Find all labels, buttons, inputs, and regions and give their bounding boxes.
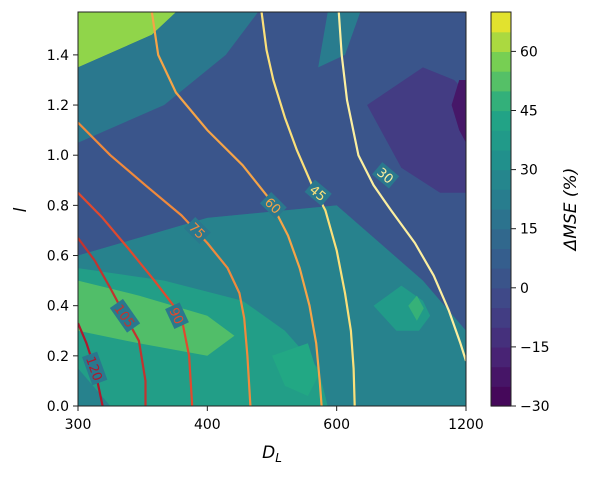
y-tick-label: 1.4 <box>47 48 69 64</box>
contour-label-background <box>109 298 141 333</box>
contour-fill-layer <box>78 12 466 406</box>
colorbar-label: ΔMSE (%) <box>561 168 581 253</box>
colorbar-tick-label: 45 <box>520 104 538 120</box>
colorbar-band <box>491 12 511 33</box>
colorbar-band <box>491 71 511 92</box>
colorbar-band <box>491 90 511 112</box>
contour-fill-region <box>272 343 319 396</box>
x-tick-label: 400 <box>194 417 221 433</box>
plot-frame <box>77 11 467 407</box>
y-axis-label: l <box>11 207 31 212</box>
colorbar-tick-label: −15 <box>520 340 550 356</box>
contour-label-background <box>82 351 108 386</box>
x-axis-label-main: D <box>262 443 275 463</box>
y-axis: 0.0 0.2 0.4 0.6 0.8 1.0 1.2 1.4 <box>47 48 78 415</box>
x-axis-label-subscript: L <box>275 451 282 465</box>
contour-fill-region <box>451 80 466 143</box>
y-tick-label: 0.6 <box>47 249 69 265</box>
colorbar-ticks: −30 −15 0 15 30 45 60 <box>511 44 550 415</box>
colorbar-tick-label: 60 <box>520 44 538 60</box>
contour-label-background <box>183 216 211 244</box>
contour-line-90 <box>78 192 194 406</box>
y-tick-label: 1.2 <box>47 98 69 114</box>
contour-fill-region <box>318 12 361 68</box>
contour-label-background <box>165 302 189 330</box>
contour-line-30 <box>337 12 466 362</box>
x-tick-label: 300 <box>65 417 92 433</box>
colorbar: −30 −15 0 15 30 45 60 ΔMSE (%) <box>490 11 581 415</box>
colorbar-band <box>491 51 511 72</box>
y-tick-label: 0.4 <box>47 299 69 315</box>
colorbar-band <box>491 248 511 269</box>
contour-line-75 <box>78 121 252 406</box>
contour-label-background <box>372 162 400 189</box>
colorbar-band <box>491 307 511 328</box>
y-tick-label: 0.2 <box>47 349 69 365</box>
x-tick-label: 1200 <box>448 417 484 433</box>
colorbar-band <box>491 287 511 309</box>
colorbar-band <box>491 327 511 348</box>
colorbar-tick-label: 15 <box>520 222 538 238</box>
contour-label-background <box>259 191 287 219</box>
contour-label-background <box>304 179 332 206</box>
y-tick-label: 0.0 <box>47 399 69 415</box>
colorbar-band <box>491 209 511 230</box>
colorbar-band <box>491 228 511 249</box>
x-axis-label: DL <box>262 443 282 465</box>
contour-fill-region <box>408 295 424 321</box>
colorbar-frame <box>490 11 512 407</box>
colorbar-tick-label: 0 <box>520 281 529 297</box>
x-tick-label: 600 <box>323 417 350 433</box>
colorbar-band <box>491 386 511 407</box>
colorbar-band <box>491 130 511 151</box>
colorbar-band <box>491 268 511 289</box>
colorbar-band <box>491 149 511 171</box>
colorbar-band <box>491 169 511 190</box>
colorbar-band <box>491 346 511 368</box>
colorbar-band <box>491 110 511 131</box>
contour-fill-region <box>367 67 466 193</box>
colorbar-band <box>491 366 511 387</box>
colorbar-tick-label: 30 <box>520 163 538 179</box>
colorbar-tick-label: −30 <box>520 399 550 415</box>
colorbar-band <box>491 31 511 52</box>
contour-fill-region <box>78 12 176 68</box>
y-tick-label: 0.8 <box>47 198 69 214</box>
x-axis: 300 400 600 1200 <box>65 406 484 433</box>
contour-label-90: 90 <box>165 306 186 327</box>
y-tick-label: 1.0 <box>47 148 69 164</box>
contour-line-60 <box>150 12 323 406</box>
colorbar-band <box>491 189 511 210</box>
colorbar-bands <box>491 12 511 407</box>
